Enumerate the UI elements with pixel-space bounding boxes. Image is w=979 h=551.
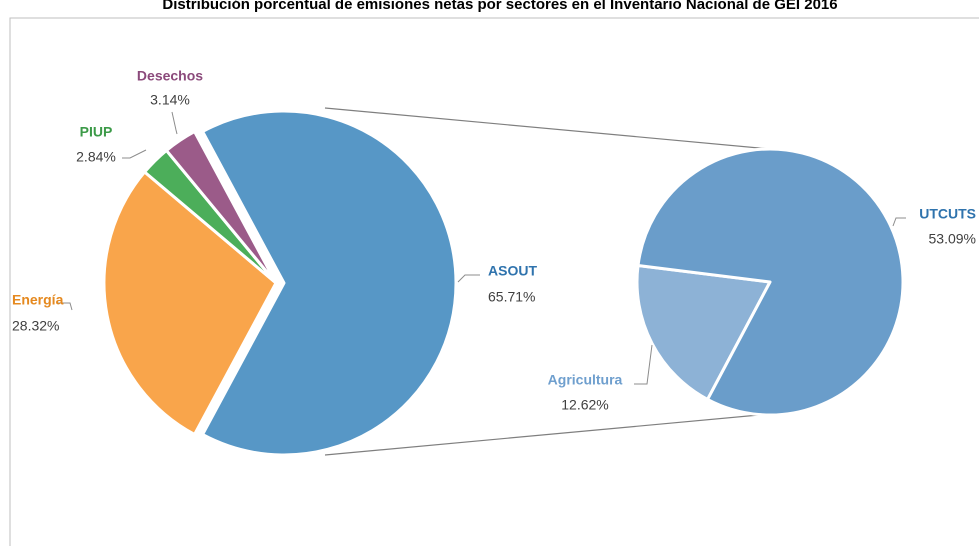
value-label: 53.09% (929, 231, 976, 247)
pie-slice (636, 147, 905, 417)
value-label: 3.14% (150, 92, 190, 108)
category-label: PIUP (80, 124, 113, 140)
chart-title: Distribución porcentual de emisiones net… (162, 0, 837, 13)
category-label: ASOUT (488, 263, 537, 279)
connector-line (324, 107, 771, 150)
connector-line (324, 413, 771, 456)
value-label: 2.84% (76, 149, 116, 165)
leader-line (171, 111, 178, 135)
pie-slice (164, 130, 278, 285)
leader-line (634, 344, 653, 385)
value-label: 65.71% (488, 289, 535, 305)
pie-slice (635, 263, 772, 401)
category-label: Desechos (137, 68, 203, 84)
category-label: Energía (12, 292, 64, 308)
leader-line (892, 217, 906, 227)
leader-line (58, 302, 73, 311)
category-label: UTCUTS (919, 206, 976, 222)
pie-slice (102, 170, 278, 436)
value-label: 28.32% (12, 318, 59, 334)
leader-line (457, 274, 480, 283)
category-label: Agricultura (548, 372, 623, 388)
value-label: 12.62% (561, 397, 608, 413)
pie-slice (201, 109, 458, 457)
leader-line (122, 149, 147, 159)
